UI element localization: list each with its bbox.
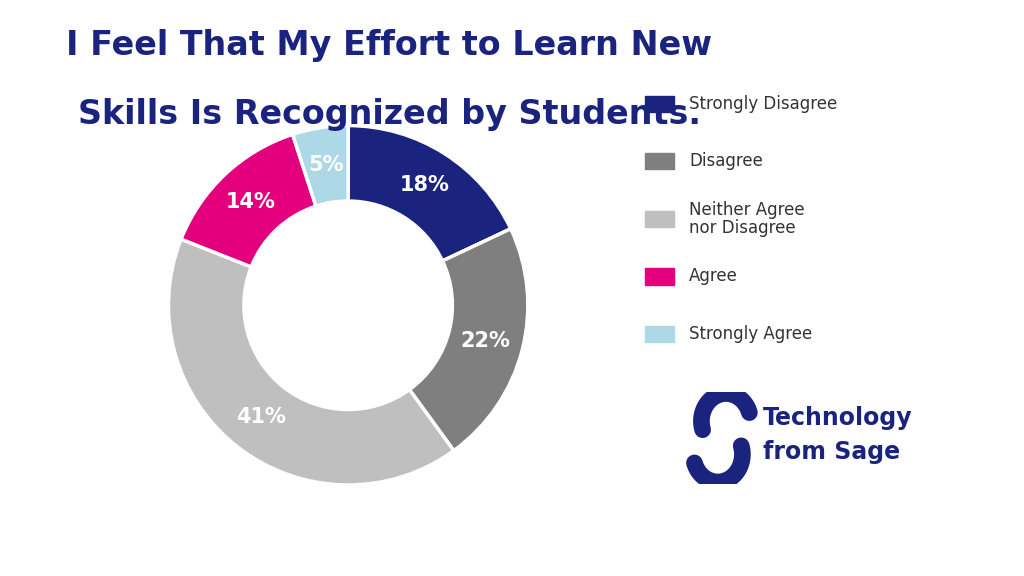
Text: Neither Agree: Neither Agree (689, 201, 805, 219)
Text: 41%: 41% (237, 407, 286, 427)
Wedge shape (410, 229, 527, 450)
Text: I Feel That My Effort to Learn New: I Feel That My Effort to Learn New (67, 29, 712, 62)
Text: Strongly Disagree: Strongly Disagree (689, 94, 838, 113)
Wedge shape (348, 126, 511, 261)
Text: Agree: Agree (689, 267, 738, 286)
Text: 18%: 18% (399, 176, 450, 195)
Text: Disagree: Disagree (689, 152, 763, 170)
Wedge shape (181, 134, 316, 267)
Text: 5%: 5% (308, 155, 344, 175)
Wedge shape (169, 239, 454, 485)
Text: from Sage: from Sage (763, 440, 900, 464)
Text: Strongly Agree: Strongly Agree (689, 325, 812, 343)
Wedge shape (293, 126, 348, 206)
Text: nor Disagree: nor Disagree (689, 218, 796, 237)
Text: 22%: 22% (461, 331, 511, 351)
Text: 14%: 14% (226, 192, 275, 212)
Text: Technology: Technology (763, 406, 912, 430)
Text: Skills Is Recognized by Students.: Skills Is Recognized by Students. (78, 98, 700, 131)
